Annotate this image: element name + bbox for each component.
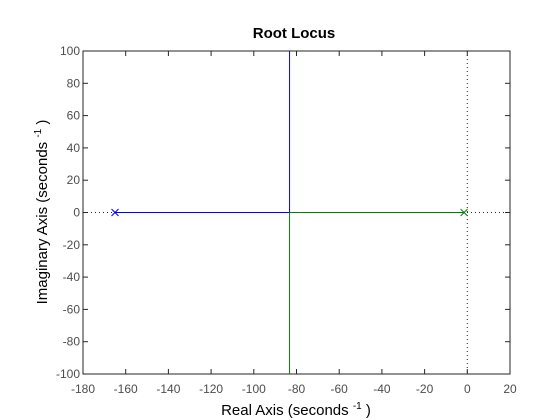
pole-marker-1 <box>111 208 119 217</box>
x-tick-label: -100 <box>242 382 266 396</box>
x-tick-label: -20 <box>416 382 434 396</box>
pole-markers-layer <box>111 208 468 217</box>
y-tick-label: -40 <box>63 270 81 284</box>
y-tick-label: 60 <box>67 109 81 123</box>
x-axis-label-sup: -1 <box>353 401 362 412</box>
y-axis-label-sup: -1 <box>33 128 44 137</box>
root-locus-branch-2 <box>289 212 465 374</box>
labels-layer: -180 -160 -140 -120 -100 -80 -60 -40 -20 0 20 -100 -… <box>56 44 517 396</box>
y-tick-label: 80 <box>67 76 81 90</box>
pole-marker-stroke <box>460 208 468 217</box>
y-axis-label-main: Imaginary Axis (seconds <box>34 142 51 305</box>
x-tick-label: -160 <box>114 382 138 396</box>
x-axis-label-main: Real Axis (seconds <box>221 402 349 419</box>
y-tick-label: -100 <box>56 367 80 381</box>
pole-marker-2 <box>460 208 468 217</box>
pole-marker-stroke <box>111 208 119 217</box>
y-tick-label: -20 <box>63 238 81 252</box>
x-tick-label: -40 <box>373 382 391 396</box>
series-layer <box>115 51 465 374</box>
x-tick-label: 20 <box>503 382 517 396</box>
x-tick-label: -180 <box>71 382 95 396</box>
x-tick-label: -140 <box>156 382 180 396</box>
x-tick-label: -120 <box>199 382 223 396</box>
x-tick-label: 0 <box>464 382 471 396</box>
y-tick-label: -60 <box>63 302 81 316</box>
x-axis-label: Real Axis (seconds -1 ) <box>221 396 371 419</box>
y-tick-label: 0 <box>73 206 80 220</box>
ticks-layer <box>82 50 511 375</box>
y-tick-label: 20 <box>67 173 81 187</box>
y-tick-label: 40 <box>67 141 81 155</box>
chart-title: Root Locus <box>253 25 336 42</box>
x-axis-label-close: ) <box>366 402 371 419</box>
y-tick-label: -80 <box>63 335 81 349</box>
y-axis-label-close: ) <box>34 120 51 125</box>
y-axis-label: Imaginary Axis (seconds -1 ) <box>28 120 51 305</box>
x-tick-label: -60 <box>331 382 349 396</box>
x-tick-label: -80 <box>288 382 306 396</box>
y-tick-label: 100 <box>60 44 80 58</box>
